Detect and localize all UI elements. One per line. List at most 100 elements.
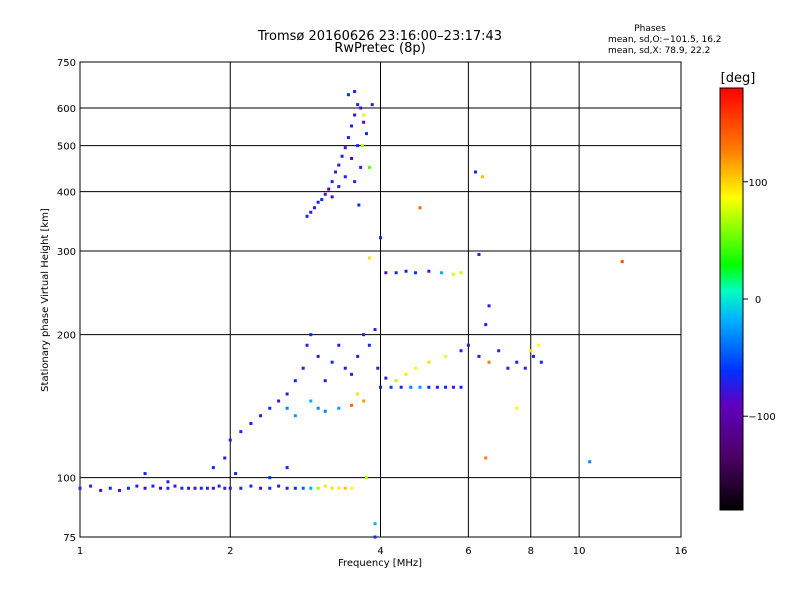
- scatter-point: [340, 154, 344, 158]
- scatter-point: [126, 486, 130, 490]
- scatter-point: [529, 349, 533, 353]
- scatter-point: [346, 93, 350, 97]
- scatter-point: [451, 272, 455, 276]
- scatter-point: [99, 488, 103, 492]
- scatter-point: [330, 360, 334, 364]
- colorbar-tick-label: 100: [748, 178, 767, 189]
- scatter-point: [330, 195, 334, 199]
- scatter-point: [323, 192, 327, 196]
- scatter-point: [78, 486, 82, 490]
- scatter-point: [350, 124, 354, 128]
- scatter-point: [343, 146, 347, 150]
- scatter-point: [323, 379, 327, 383]
- scatter-point: [359, 106, 363, 110]
- scatter-point: [309, 210, 313, 214]
- scatter-point: [346, 136, 350, 140]
- scatter-point: [427, 360, 431, 364]
- scatter-point: [211, 486, 215, 490]
- scatter-point: [404, 269, 408, 273]
- scatter-point: [480, 175, 484, 179]
- scatter-point: [293, 414, 297, 418]
- scatter-point: [459, 271, 463, 275]
- scatter-point: [180, 486, 184, 490]
- scatter-point: [404, 372, 408, 376]
- scatter-point: [523, 366, 527, 370]
- scatter-point: [365, 476, 369, 480]
- scatter-point: [309, 333, 313, 337]
- scatter-point: [497, 349, 501, 353]
- scatter-point: [413, 366, 417, 370]
- scatter-point: [384, 271, 388, 275]
- scatter-point: [309, 399, 313, 403]
- scatter-point: [370, 103, 374, 107]
- x-tick-label: 2: [227, 546, 233, 557]
- scatter-point: [166, 486, 170, 490]
- scatter-point: [293, 486, 297, 490]
- scatter-point: [356, 354, 360, 358]
- scatter-point: [199, 486, 203, 490]
- scatter-point: [320, 198, 324, 202]
- scatter-point: [343, 175, 347, 179]
- scatter-point: [367, 165, 371, 169]
- scatter-point: [223, 486, 227, 490]
- scatter-point: [205, 486, 209, 490]
- y-axis-label: Stationary phase Virtual Height [km]: [40, 208, 51, 392]
- y-tick-label: 750: [57, 58, 76, 69]
- scatter-point: [365, 132, 369, 136]
- scatter-point: [389, 385, 393, 389]
- phases-x-stats: mean, sd,X: 78.9, 22.2: [608, 46, 710, 56]
- scatter-point: [379, 385, 382, 389]
- y-tick-label: 500: [57, 142, 76, 153]
- phases-title: Phases: [634, 24, 666, 34]
- scatter-point: [506, 366, 510, 370]
- scatter-point: [259, 414, 263, 418]
- scatter-point: [367, 256, 371, 260]
- scatter-point: [143, 472, 147, 476]
- scatter-point: [399, 385, 403, 389]
- scatter-point: [350, 156, 354, 160]
- scatter-point: [367, 343, 371, 347]
- scatter-point: [277, 399, 281, 403]
- scatter-point: [356, 144, 360, 148]
- scatter-point: [277, 484, 281, 488]
- scatter-point: [353, 180, 357, 184]
- scatter-point: [394, 271, 398, 275]
- scatter-point: [418, 206, 422, 210]
- scatter-point: [285, 406, 289, 410]
- scatter-point: [239, 486, 243, 490]
- scatter-point: [337, 343, 341, 347]
- phases-o-stats: mean, sd,O:−101.5, 16.2: [608, 35, 722, 45]
- scatter-point: [373, 328, 377, 332]
- scatter-point: [477, 252, 481, 256]
- scatter-point: [323, 484, 327, 488]
- axis-ticks: 1 2 4 6 8 10 16 75 100 200 300 400 500 600 750: [57, 58, 687, 557]
- scatter-point: [362, 120, 366, 124]
- scatter-point: [108, 486, 112, 490]
- scatter-point: [234, 472, 238, 476]
- colorbar-tick-label: 0: [755, 295, 761, 306]
- scatter-point: [515, 360, 519, 364]
- colorbar: [719, 87, 744, 511]
- scatter-point: [427, 269, 431, 273]
- scatter-point: [473, 170, 477, 174]
- scatter-point: [362, 333, 366, 337]
- scatter-point: [337, 486, 341, 490]
- scatter-point: [333, 170, 337, 174]
- scatter-point: [118, 488, 122, 492]
- y-tick-label: 200: [57, 331, 76, 342]
- x-tick-label: 16: [675, 546, 688, 557]
- scatter-point: [418, 385, 422, 389]
- scatter-point: [487, 304, 491, 308]
- scatter-point: [285, 392, 289, 396]
- scatter-point: [409, 385, 413, 389]
- scatter-point: [316, 354, 320, 358]
- grid-lines: [80, 62, 681, 537]
- scatter-point: [337, 185, 341, 189]
- colorbar-ticks: 100 0 −100: [743, 178, 776, 423]
- scatter-point: [337, 163, 341, 167]
- scatter-point: [427, 385, 431, 389]
- x-tick-label: 10: [573, 546, 586, 557]
- scatter-point: [337, 406, 341, 410]
- scatter-point: [620, 260, 624, 264]
- scatter-point: [444, 385, 448, 389]
